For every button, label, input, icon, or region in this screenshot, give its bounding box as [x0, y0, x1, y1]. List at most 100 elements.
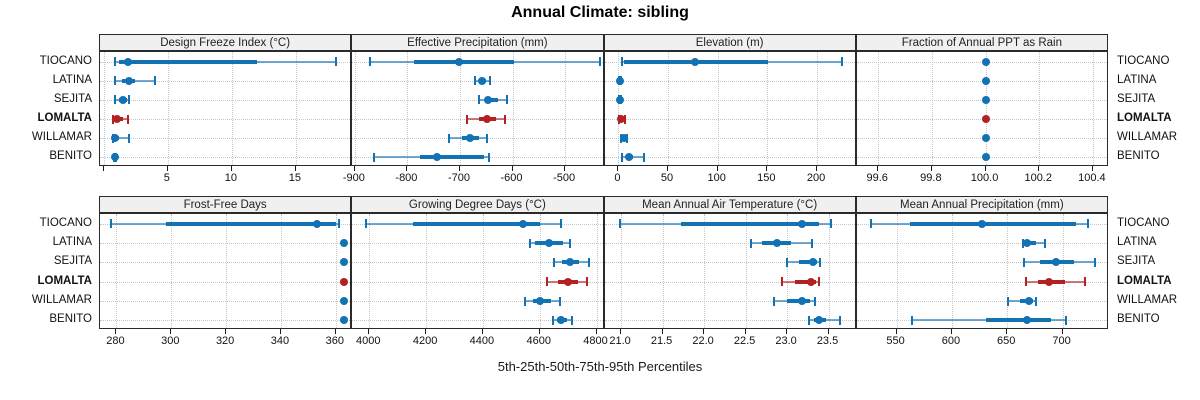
p5-whisker-cap	[368, 57, 371, 67]
x-gridline	[1062, 214, 1064, 328]
row-gridline	[100, 243, 351, 244]
x-tick-mark	[620, 329, 622, 334]
p95-whisker-cap	[560, 219, 563, 229]
x-tick-mark	[766, 166, 768, 171]
row-gridline	[856, 262, 1107, 264]
x-tick-mark	[744, 329, 746, 334]
median-dot	[981, 57, 990, 66]
row-gridline	[604, 80, 855, 82]
row-gridline	[352, 301, 603, 302]
median-dot	[536, 297, 545, 305]
row-gridline	[604, 99, 855, 101]
x-tick-mark	[930, 166, 932, 171]
site-label-benito: BENITO	[49, 150, 92, 163]
x-tick-label: 550	[886, 335, 905, 347]
p5-whisker-cap	[478, 95, 481, 105]
x-gridline	[354, 52, 356, 165]
panel-frost-free-days	[99, 213, 352, 329]
p95-whisker-cap	[337, 219, 340, 229]
x-tick-label: 50	[660, 172, 674, 184]
p5-whisker-cap	[373, 152, 376, 162]
x-gridline	[335, 214, 337, 328]
p5-whisker-cap	[365, 219, 368, 229]
p95-whisker-cap	[504, 114, 507, 124]
median-dot	[563, 277, 572, 286]
site-label-lomalta: LOMALTA	[37, 274, 92, 287]
row-gridline	[604, 262, 855, 264]
x-tick-label: 5	[163, 172, 170, 184]
p95-whisker-cap	[830, 219, 833, 229]
row-gridline	[100, 138, 351, 140]
p95-whisker-cap	[128, 133, 131, 143]
median-dot	[477, 76, 486, 85]
p95-whisker-cap	[488, 76, 491, 86]
x-tick-label: 700	[1052, 335, 1071, 347]
row-gridline	[100, 301, 351, 302]
percentile-range-line	[622, 156, 645, 159]
p5-whisker-cap	[619, 219, 622, 229]
x-tick-mark	[895, 329, 897, 334]
x-tick-label: -600	[500, 172, 523, 184]
chart-title: Annual Climate: sibling	[511, 4, 689, 21]
x-gridline	[407, 52, 409, 165]
panel-strip-mean-annual-air-temperature-c: Mean Annual Air Temperature (°C)	[603, 196, 856, 213]
panel-effective-precipitation-mm	[351, 51, 604, 166]
x-tick-label: 21.5	[650, 335, 673, 347]
p95-whisker-cap	[586, 277, 589, 287]
site-label-sejita: SEJITA	[1117, 92, 1156, 105]
x-tick-mark	[458, 166, 460, 171]
x-tick-mark	[230, 166, 232, 171]
x-tick-mark	[564, 166, 566, 171]
x-tick-label: 21.0	[609, 335, 631, 347]
x-tick-label: 0	[614, 172, 621, 184]
row-gridline	[100, 99, 351, 101]
median-dot	[797, 297, 806, 305]
site-label-latina: LATINA	[52, 236, 92, 248]
x-tick-mark	[294, 166, 296, 171]
row-gridline	[352, 243, 603, 244]
panel-growing-degree-days-c	[351, 213, 604, 329]
median-dot	[432, 153, 441, 162]
interquartile-bar	[413, 221, 540, 226]
p95-whisker-cap	[1043, 238, 1046, 248]
median-dot	[808, 258, 817, 267]
median-dot	[340, 316, 349, 325]
median-dot	[119, 95, 128, 104]
x-gridline	[426, 214, 428, 328]
p95-whisker-cap	[839, 315, 842, 325]
p95-whisker-cap	[598, 57, 601, 67]
site-label-latina: LATINA	[1117, 236, 1157, 248]
x-tick-label: 4400	[469, 335, 495, 347]
median-dot	[124, 76, 133, 85]
p95-whisker-cap	[127, 114, 130, 124]
median-dot	[340, 277, 349, 286]
median-dot	[518, 219, 527, 228]
x-tick-label: 320	[215, 335, 235, 347]
p5-whisker-cap	[772, 296, 775, 306]
x-gridline	[931, 52, 933, 165]
x-gridline	[817, 52, 819, 165]
x-tick-label: 100.2	[1024, 172, 1052, 184]
p95-whisker-cap	[154, 76, 157, 86]
row-gridline	[856, 281, 1107, 283]
p95-whisker-cap	[487, 152, 490, 162]
x-gridline	[369, 214, 371, 328]
row-gridline	[352, 281, 603, 283]
site-label-willamar: WILLAMAR	[1117, 131, 1178, 144]
row-gridline	[100, 262, 351, 264]
p5-whisker-cap	[474, 76, 477, 86]
panel-strip-elevation-m: Elevation (m)	[603, 34, 856, 51]
row-gridline	[352, 320, 603, 322]
x-tick-mark	[225, 329, 227, 334]
site-label-benito: BENITO	[1117, 150, 1160, 163]
p5-whisker-cap	[750, 238, 753, 248]
x-gridline	[280, 214, 282, 328]
interquartile-bar	[413, 59, 515, 64]
x-gridline	[787, 214, 789, 328]
p95-whisker-cap	[1086, 219, 1089, 229]
median-dot	[312, 219, 321, 228]
site-label-willamar: WILLAMAR	[31, 131, 92, 144]
x-tick-label: 200	[806, 172, 826, 184]
interquartile-bar	[986, 318, 1052, 323]
median-dot	[111, 134, 120, 143]
